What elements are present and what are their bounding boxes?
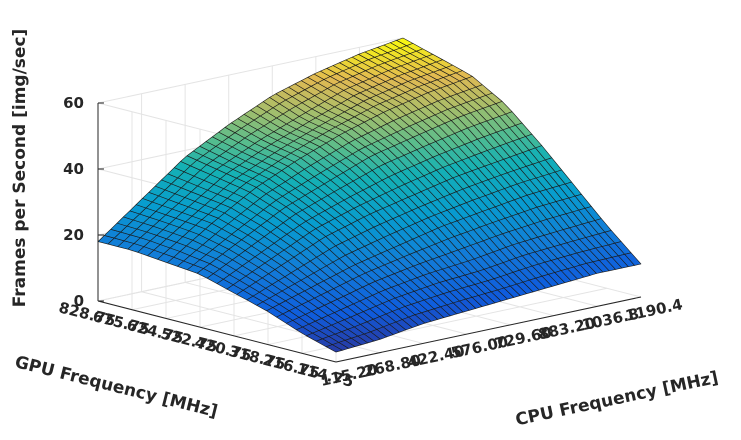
- surface-patch: [624, 252, 642, 266]
- surface: [97, 37, 642, 353]
- z-axis-label: Frames per Second [img/sec]: [10, 29, 30, 308]
- cpu-axis-line: [335, 296, 642, 363]
- z-tick-label: 40: [63, 160, 84, 178]
- cpu-tick-label: 1190.4: [624, 295, 684, 325]
- gpu-tick-label: 828.75: [57, 298, 118, 329]
- gpu-axis-line: [97, 300, 337, 363]
- z-tick-label: 0: [74, 292, 84, 310]
- axis-lines: [97, 102, 642, 363]
- gpu-axis-label: GPU Frequency [MHz]: [13, 352, 220, 422]
- z-tick-label: 20: [63, 226, 84, 244]
- z-tick-label: 60: [63, 94, 84, 112]
- gridline-z-back: [97, 37, 404, 104]
- cpu-axis-label: CPU Frequency [MHz]: [514, 368, 720, 431]
